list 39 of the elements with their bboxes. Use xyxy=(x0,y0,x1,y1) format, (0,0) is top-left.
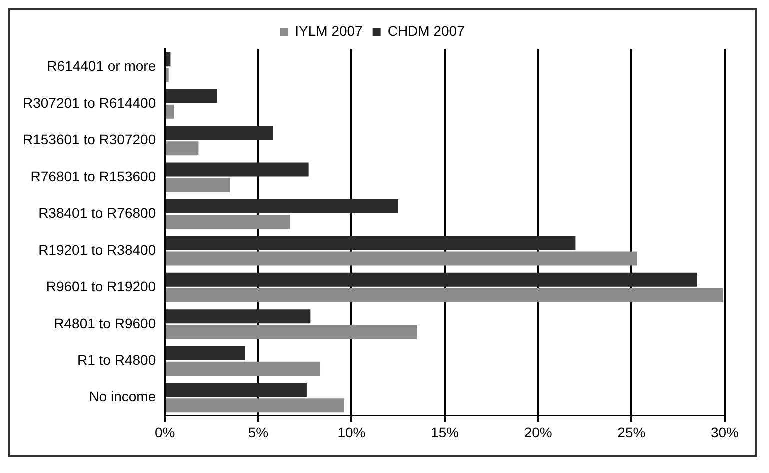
x-tick-label: 30% xyxy=(710,424,740,440)
bar xyxy=(166,89,218,104)
y-tick-label: R76801 to R153600 xyxy=(30,168,156,184)
bar xyxy=(166,236,576,250)
bar xyxy=(166,178,230,192)
bar xyxy=(166,142,199,156)
bar xyxy=(166,383,307,398)
bar xyxy=(166,162,309,177)
y-tick-label: R9601 to R19200 xyxy=(46,278,156,295)
y-tick-label: R153601 to R307200 xyxy=(23,132,156,148)
bar xyxy=(166,288,724,303)
y-tick-label: R614401 or more xyxy=(47,58,156,74)
y-tick-label: R307201 to R614400 xyxy=(23,94,156,111)
bar xyxy=(166,272,698,287)
legend-label: CHDM 2007 xyxy=(388,22,466,39)
bar xyxy=(166,362,320,376)
bar xyxy=(166,252,638,266)
bar xyxy=(166,52,171,67)
bar xyxy=(166,310,311,324)
x-tick-label: 10% xyxy=(338,424,366,440)
bar xyxy=(166,215,290,230)
y-tick-label: R38401 to R76800 xyxy=(38,205,156,222)
bar xyxy=(166,346,246,360)
bar xyxy=(166,199,398,214)
bar xyxy=(166,68,169,82)
bar xyxy=(166,104,174,119)
y-tick-label: R1 to R4800 xyxy=(78,352,156,368)
legend-label: IYLM 2007 xyxy=(295,22,364,39)
bar xyxy=(166,325,418,340)
x-tick-label: 25% xyxy=(618,424,646,440)
x-tick-label: 0% xyxy=(154,424,176,440)
y-tick-label: R19201 to R38400 xyxy=(38,242,156,258)
x-tick-label: 20% xyxy=(524,424,552,440)
y-tick-label: No income xyxy=(89,388,156,405)
bar xyxy=(166,398,344,413)
x-tick-label: 5% xyxy=(248,424,269,440)
y-tick-label: R4801 to R9600 xyxy=(54,315,156,332)
x-tick-label: 15% xyxy=(431,424,460,440)
bar xyxy=(166,126,274,140)
